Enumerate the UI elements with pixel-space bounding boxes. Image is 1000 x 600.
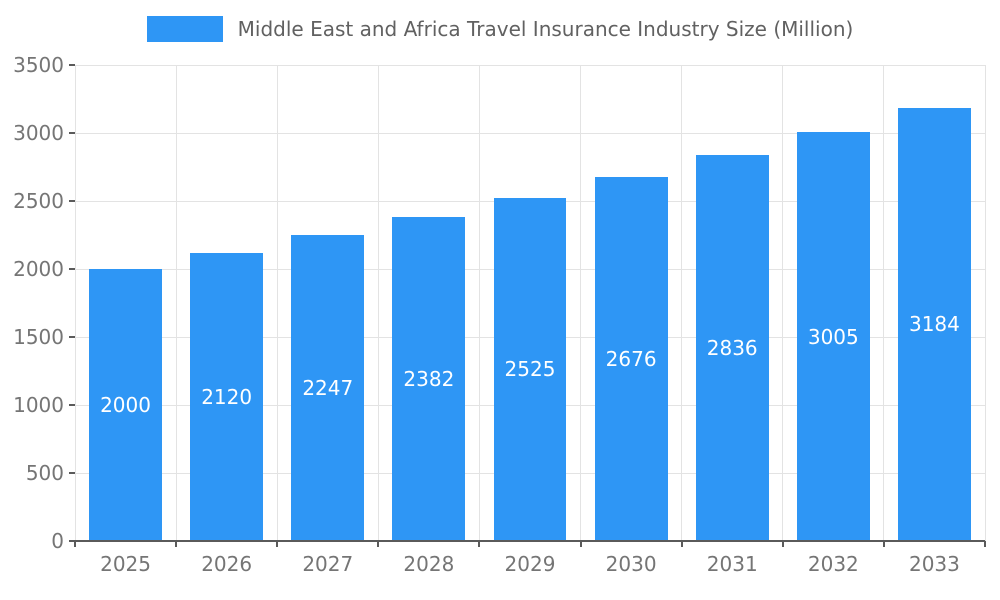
y-tick-mark: [69, 336, 75, 338]
x-axis-label: 2032: [807, 552, 859, 576]
bar-value-label: 2247: [302, 376, 354, 401]
y-tick-mark: [69, 404, 75, 406]
v-gridline: [175, 65, 177, 541]
h-gridline: [75, 64, 985, 66]
x-axis: 2025 2026 2027 2028 2029 2030 2031 2032 2033: [75, 552, 985, 584]
y-tick-mark: [69, 472, 75, 474]
bar: 2247: [291, 235, 365, 541]
bar: 3005: [796, 132, 870, 541]
x-axis-label: 2029: [504, 552, 556, 576]
x-axis-label: 2031: [706, 552, 758, 576]
x-tick-mark: [781, 541, 784, 547]
y-axis-label: 2500: [13, 189, 64, 213]
bar-value-label: 2525: [504, 357, 556, 382]
x-axis-line: [75, 540, 985, 542]
y-tick-mark: [69, 540, 75, 542]
x-tick-mark: [680, 541, 683, 547]
v-gridline: [377, 65, 379, 541]
bar-value-label: 2000: [100, 393, 151, 417]
x-tick-mark: [882, 541, 885, 547]
v-gridline: [478, 65, 480, 541]
x-tick-mark: [276, 541, 279, 547]
x-axis-label: 2025: [100, 552, 151, 576]
y-axis: 0 500 1000 1500 2000 2500 3000 3500: [0, 53, 64, 553]
h-gridline: [75, 132, 985, 134]
bar: 2120: [190, 252, 264, 541]
y-axis-label: 2000: [13, 257, 64, 281]
y-tick-mark: [69, 64, 75, 66]
chart-title: Middle East and Africa Travel Insurance …: [237, 17, 854, 41]
v-gridline: [782, 65, 784, 541]
y-axis-label: 1000: [13, 393, 64, 417]
x-axis-label: 2033: [908, 552, 960, 576]
bar-value-label: 2836: [706, 336, 758, 361]
bar-value-label: 3184: [908, 312, 960, 337]
v-gridline: [580, 65, 582, 541]
bar: 2676: [594, 177, 668, 541]
x-tick-mark: [74, 541, 76, 547]
bar: 2836: [695, 155, 769, 541]
v-gridline: [276, 65, 278, 541]
y-axis-label: 1500: [13, 325, 64, 349]
y-tick-mark: [69, 268, 75, 270]
v-gridline: [883, 65, 885, 541]
y-tick-mark: [69, 200, 75, 202]
bar: 3184: [898, 107, 971, 541]
bar-value-label: 3005: [807, 324, 859, 349]
legend-swatch: [146, 16, 223, 42]
bar: 2000: [89, 269, 162, 541]
x-axis-label: 2030: [605, 552, 657, 576]
bar-value-label: 2382: [403, 367, 455, 392]
x-axis-label: 2028: [403, 552, 455, 576]
x-tick-mark: [984, 541, 986, 547]
bar-value-label: 2120: [201, 384, 253, 409]
x-tick-mark: [478, 541, 481, 547]
x-tick-mark: [579, 541, 582, 547]
y-axis-label: 0: [51, 529, 64, 553]
y-tick-mark: [69, 132, 75, 134]
y-axis-label: 3000: [13, 121, 64, 145]
v-gridline: [984, 65, 986, 541]
bar: 2382: [392, 217, 466, 541]
y-axis-label: 3500: [13, 53, 64, 77]
v-gridline: [681, 65, 683, 541]
plot-area: 2000 2120 2247 2382 2525 2676 2836 3005 3184: [69, 64, 986, 547]
x-axis-label: 2026: [201, 552, 253, 576]
y-axis-label: 500: [25, 461, 64, 485]
legend: Middle East and Africa Travel Insurance …: [0, 16, 1000, 42]
v-gridline: [74, 65, 76, 541]
x-axis-label: 2027: [302, 552, 354, 576]
bar: 2525: [493, 197, 567, 541]
x-tick-mark: [175, 541, 178, 547]
bar-value-label: 2676: [605, 347, 657, 372]
x-tick-mark: [377, 541, 380, 547]
